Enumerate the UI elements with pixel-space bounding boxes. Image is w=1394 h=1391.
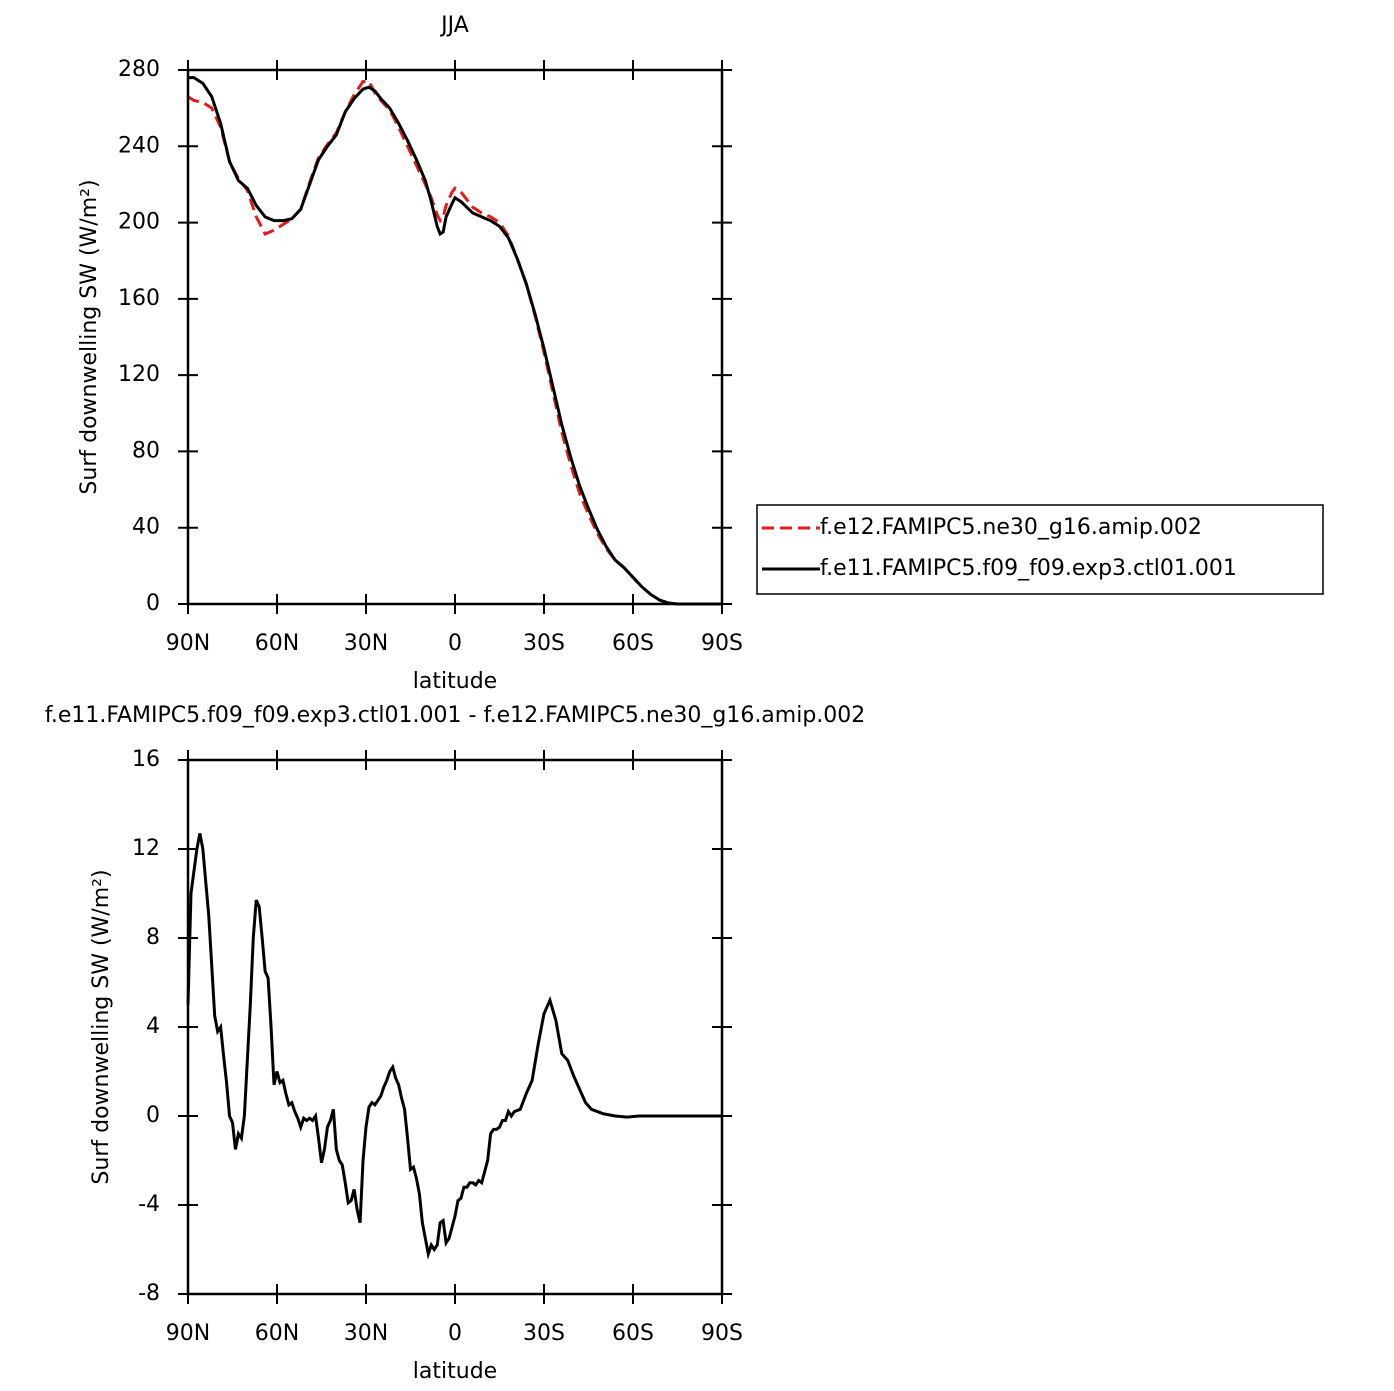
y-tick-label: 80 [132, 438, 160, 463]
y-tick-label: 4 [146, 1014, 160, 1039]
y-tick-label: 16 [132, 747, 160, 772]
y-axis-label: Surf downwelling SW (W/m²) [89, 869, 114, 1184]
y-tick-label: 8 [146, 925, 160, 950]
legend-box [756, 504, 1324, 595]
x-tick-label: 60N [255, 631, 299, 656]
x-tick-label: 90N [166, 631, 210, 656]
data-line [186, 833, 722, 1260]
plot-frame [186, 68, 724, 606]
y-tick-label: 200 [118, 210, 160, 235]
x-axis-label: latitude [413, 1359, 497, 1384]
y-tick-label: 280 [118, 57, 160, 82]
x-tick-label: 30N [344, 1321, 388, 1346]
y-tick-label: 40 [132, 515, 160, 540]
y-tick-label: 240 [118, 133, 160, 158]
y-tick-label: -8 [138, 1281, 160, 1306]
x-tick-label: 30N [344, 631, 388, 656]
x-tick-label: 30S [523, 631, 565, 656]
legend-label: f.e12.FAMIPC5.ne30_g16.amip.002 [820, 515, 1202, 540]
x-tick-label: 60S [612, 631, 654, 656]
x-tick-label: 90S [701, 631, 743, 656]
chart-title: f.e11.FAMIPC5.f09_f09.exp3.ctl01.001 - f… [45, 703, 866, 728]
x-tick-label: 30S [523, 1321, 565, 1346]
y-tick-label: -4 [138, 1192, 160, 1217]
y-tick-label: 0 [146, 1103, 160, 1128]
x-tick-label: 90N [166, 1321, 210, 1346]
y-tick-label: 0 [146, 591, 160, 616]
y-axis-label: Surf downwelling SW (W/m²) [77, 179, 102, 494]
plot-frame [186, 758, 724, 1296]
x-tick-label: 0 [448, 631, 462, 656]
y-tick-label: 12 [132, 836, 160, 861]
chart-title: JJA [439, 13, 469, 38]
x-tick-label: 60N [255, 1321, 299, 1346]
data-line [188, 76, 722, 606]
data-line [187, 79, 722, 606]
x-tick-label: 60S [612, 1321, 654, 1346]
x-axis-label: latitude [413, 669, 497, 694]
legend-label: f.e11.FAMIPC5.f09_f09.exp3.ctl01.001 [820, 556, 1237, 581]
x-tick-label: 0 [448, 1321, 462, 1346]
x-tick-label: 90S [701, 1321, 743, 1346]
y-tick-label: 160 [118, 286, 160, 311]
y-tick-label: 120 [118, 362, 160, 387]
